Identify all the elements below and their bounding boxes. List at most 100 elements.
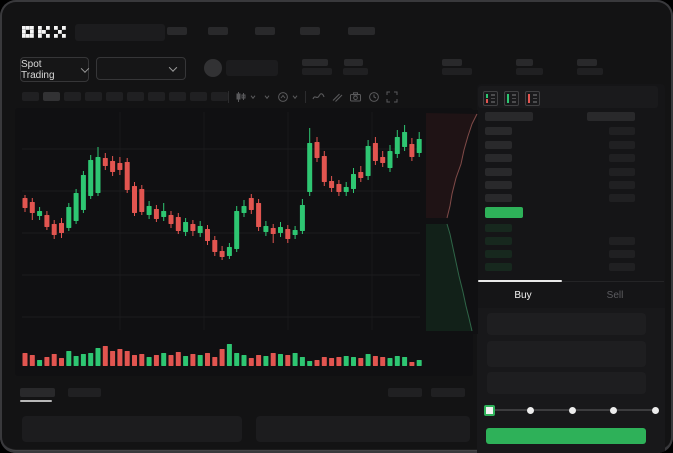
slider-dot[interactable] <box>610 406 617 414</box>
candle-body <box>183 222 189 232</box>
candle-body <box>175 217 181 231</box>
slider-dot[interactable] <box>568 406 576 414</box>
ask-price-placeholder[interactable] <box>485 194 512 202</box>
timeframe-placeholder[interactable] <box>64 92 81 101</box>
candle-body <box>270 228 276 234</box>
timeframe-placeholder[interactable] <box>106 92 123 101</box>
ask-price-placeholder[interactable] <box>485 127 512 135</box>
orderbook-layout-bids-icon[interactable] <box>504 91 519 106</box>
candle-body <box>256 203 262 227</box>
timeframe-placeholder[interactable] <box>148 92 165 101</box>
bid-price-placeholder[interactable] <box>485 224 512 232</box>
volume-bar <box>307 361 313 366</box>
fullscreen-icon[interactable] <box>386 91 398 103</box>
bid-amount-placeholder[interactable] <box>609 237 635 245</box>
nav-item-placeholder[interactable] <box>167 27 187 35</box>
candle-type-dropdown[interactable] <box>235 91 257 103</box>
volume-bar <box>416 360 422 366</box>
orderbook-layout-all-icon[interactable] <box>483 91 498 106</box>
volume-bar <box>80 354 86 366</box>
tab-sell[interactable]: Sell <box>570 282 660 308</box>
ask-price-placeholder[interactable] <box>485 181 512 189</box>
volume-bar <box>402 357 408 366</box>
candle-body <box>343 187 349 192</box>
order-form-field-placeholder[interactable] <box>487 372 646 394</box>
okx-logo-icon[interactable] <box>22 25 66 39</box>
line-tools-icon[interactable] <box>312 91 325 103</box>
slider-dot[interactable] <box>527 406 534 414</box>
volume-bar <box>59 358 64 366</box>
search-bar-placeholder[interactable] <box>75 24 165 41</box>
history-clock-icon[interactable] <box>368 91 380 103</box>
nav-item-placeholder[interactable] <box>300 27 320 35</box>
orderbook-layout-asks-icon[interactable] <box>525 91 540 106</box>
bottom-action-placeholder[interactable] <box>431 388 465 397</box>
timeframe-placeholder[interactable] <box>127 92 144 101</box>
market-type-dropdown[interactable]: Spot Trading <box>20 57 90 82</box>
bottom-tab-placeholder[interactable] <box>68 388 101 397</box>
order-form-field-placeholder[interactable] <box>487 313 646 335</box>
candle-body <box>22 198 28 208</box>
ask-price-placeholder[interactable] <box>485 168 512 176</box>
candle-body <box>110 161 116 172</box>
slider-handle[interactable] <box>484 404 495 416</box>
volume-bar <box>110 351 116 366</box>
timeframe-placeholder[interactable] <box>169 92 186 101</box>
nav-item-placeholder[interactable] <box>348 27 375 35</box>
ask-amount-placeholder[interactable] <box>609 141 635 149</box>
bid-price-placeholder[interactable] <box>485 250 512 258</box>
candle-body <box>226 247 232 256</box>
timeframe-placeholder[interactable] <box>211 92 228 101</box>
slider-dot[interactable] <box>651 406 659 414</box>
interval-dropdown[interactable] <box>263 93 271 101</box>
bottom-action-placeholder[interactable] <box>388 388 422 397</box>
ask-amount-placeholder[interactable] <box>609 194 635 202</box>
ask-amount-placeholder[interactable] <box>609 168 635 176</box>
bid-price-placeholder[interactable] <box>485 237 512 245</box>
chevron-down-icon <box>168 62 178 72</box>
ask-amount-placeholder[interactable] <box>609 127 635 135</box>
volume-bar <box>387 358 393 366</box>
stat-label-placeholder <box>344 59 363 66</box>
volume-bar <box>161 353 167 366</box>
nav-item-placeholder[interactable] <box>208 27 228 35</box>
bottom-tab-placeholder[interactable] <box>20 388 55 397</box>
bid-price-placeholder[interactable] <box>485 263 512 271</box>
bid-amount-placeholder[interactable] <box>609 263 635 271</box>
ask-amount-placeholder[interactable] <box>609 154 635 162</box>
timeframe-placeholder[interactable] <box>43 92 60 101</box>
candle-body <box>95 157 101 193</box>
volume-bar <box>336 357 342 366</box>
timeframe-placeholder[interactable] <box>22 92 39 101</box>
camera-icon[interactable] <box>349 91 362 103</box>
ask-price-placeholder[interactable] <box>485 154 512 162</box>
candle-body <box>132 186 137 213</box>
pair-dropdown[interactable] <box>96 57 186 80</box>
indicators-dropdown[interactable] <box>277 91 299 103</box>
candle-body <box>387 151 393 168</box>
candle-body <box>234 211 240 249</box>
nav-item-placeholder[interactable] <box>255 27 275 35</box>
bottom-panel-placeholder[interactable] <box>256 416 470 442</box>
compare-icon[interactable] <box>331 91 343 103</box>
timeframe-placeholder[interactable] <box>190 92 207 101</box>
bottom-panel-placeholder[interactable] <box>22 416 242 442</box>
candle-body <box>59 223 64 233</box>
toolbar-divider <box>228 91 229 103</box>
timeframe-placeholder[interactable] <box>85 92 102 101</box>
volume-bar <box>37 360 43 366</box>
candle-body <box>197 226 203 233</box>
order-form-field-placeholder[interactable] <box>487 341 646 367</box>
red-bar <box>486 99 488 103</box>
tab-buy[interactable]: Buy <box>478 282 568 308</box>
bid-amount-placeholder[interactable] <box>609 250 635 258</box>
candle-body <box>307 143 313 192</box>
candle-body <box>278 227 283 233</box>
ask-amount-placeholder[interactable] <box>609 181 635 189</box>
ask-price-placeholder[interactable] <box>485 141 512 149</box>
buy-submit-button[interactable] <box>486 428 646 444</box>
chevron-down-icon <box>80 63 90 73</box>
orderbook-toolbar-band <box>478 86 658 108</box>
tab-sell-label: Sell <box>606 289 624 301</box>
